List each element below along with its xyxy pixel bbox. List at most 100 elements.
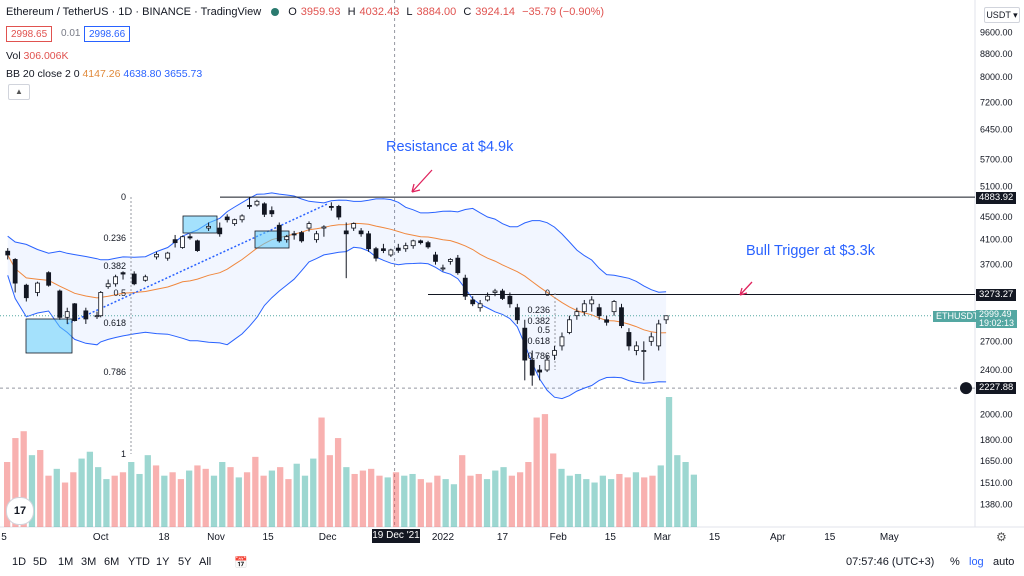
candle-body — [12, 259, 18, 284]
volume-bar — [61, 482, 69, 527]
timeframe-1m[interactable]: 1M — [58, 556, 74, 568]
auto-scale-toggle[interactable]: auto — [993, 556, 1015, 568]
timeframe-ytd[interactable]: YTD — [128, 556, 150, 568]
sell-button[interactable]: 2998.65 — [6, 26, 53, 42]
candle-body — [388, 249, 394, 256]
candle-body — [195, 240, 200, 251]
volume-bar — [384, 477, 391, 527]
candle-body — [306, 223, 312, 229]
currency-label: USDT — [986, 10, 1011, 20]
time-tick-label: 18 — [158, 532, 170, 543]
volume-bar — [53, 468, 60, 527]
candle-body — [507, 295, 513, 305]
candle-body — [581, 303, 587, 313]
bb-lower-line — [7, 246, 667, 400]
candle-body — [113, 276, 118, 285]
timeframe-3m[interactable]: 3M — [81, 556, 97, 568]
candle-body — [641, 350, 647, 352]
candle-body — [142, 276, 148, 281]
volume-bar — [550, 453, 557, 527]
volume-bar — [541, 414, 549, 527]
price-tick-label: 6450.00 — [980, 124, 1013, 134]
candle-body — [35, 282, 40, 293]
volume-bar — [70, 472, 77, 527]
volume-bar — [210, 475, 218, 527]
volume-bar — [674, 455, 681, 527]
volume-bar — [467, 475, 474, 527]
collapse-legend-icon[interactable]: ▲ — [8, 84, 30, 100]
candle-body — [522, 327, 528, 361]
timeframe-1y[interactable]: 1Y — [156, 556, 170, 568]
symbol-title[interactable]: Ethereum / TetherUS · 1D · BINANCE · Tra… — [6, 6, 262, 18]
volume-bar — [334, 438, 342, 527]
candle-body — [343, 230, 349, 235]
close-value: 3924.14 — [475, 6, 516, 18]
open-value: 3959.93 — [300, 6, 341, 18]
volume-bar — [525, 462, 532, 527]
timeframe-5d[interactable]: 5D — [33, 556, 48, 568]
volume-bar — [616, 473, 623, 527]
volume-bar — [260, 475, 267, 527]
candle-body — [485, 295, 490, 301]
bull-trigger-annotation[interactable]: Bull Trigger at $3.3k — [746, 243, 875, 259]
volume-bar — [500, 467, 507, 527]
fib-level-label: 1 — [121, 449, 126, 459]
bb-lower-value: 3655.73 — [164, 68, 203, 80]
volume-bar — [285, 479, 292, 527]
timeframe-all[interactable]: All — [199, 556, 212, 568]
candle-body — [165, 252, 171, 259]
candle-body — [604, 319, 610, 323]
fib-level-label: 0 — [545, 288, 550, 298]
price-tick-label: 1510.00 — [980, 478, 1013, 488]
price-tick-label: 7200.00 — [980, 98, 1013, 108]
time-tick-label: May — [880, 532, 899, 543]
price-tick-label: 2000.00 — [980, 409, 1013, 419]
price-tick-label: 4500.00 — [980, 212, 1013, 222]
candle-body — [492, 290, 498, 293]
fib-level-label: 0 — [121, 192, 126, 202]
candle-body — [187, 236, 193, 239]
candle-body — [440, 267, 446, 270]
candle-body — [559, 336, 565, 347]
timeframe-1d[interactable]: 1D — [12, 556, 27, 568]
percent-scale-toggle[interactable]: % — [950, 556, 960, 568]
candle-body — [567, 319, 572, 333]
fib-level-label: 0.786 — [103, 367, 126, 377]
candle-body — [299, 232, 304, 242]
resistance-arrow — [411, 169, 433, 193]
fib-level-label: 0.5 — [113, 288, 126, 298]
timeframe-5y[interactable]: 5Y — [178, 556, 192, 568]
clock-display[interactable]: 07:57:46 (UTC+3) — [846, 556, 935, 568]
date-range-icon[interactable]: 📅 — [234, 557, 248, 569]
fib-level-label: 0.382 — [103, 261, 126, 271]
candle-body — [72, 303, 78, 322]
bb-upper-line — [7, 192, 667, 293]
buy-button[interactable]: 2998.66 — [84, 26, 131, 42]
volume-bar — [607, 479, 615, 527]
close-label: C — [463, 6, 472, 18]
candle-body — [172, 239, 178, 244]
candle-body — [500, 290, 505, 299]
open-label: O — [288, 6, 297, 18]
volume-indicator-legend[interactable]: Vol 306.006K — [6, 50, 69, 62]
price-tick-label: 9600.00 — [980, 28, 1013, 38]
fib-level-label: 0.236 — [103, 233, 126, 243]
timeframe-6m[interactable]: 6M — [104, 556, 120, 568]
trigger-arrow — [739, 281, 753, 296]
log-scale-toggle[interactable]: log — [969, 556, 984, 568]
high-value: 4032.43 — [359, 6, 400, 18]
price-tick-label: 1380.00 — [980, 500, 1013, 510]
candle-body — [529, 359, 535, 376]
volume-bar — [235, 477, 242, 527]
fib-level-label: 0.618 — [103, 318, 126, 328]
bottom-toolbar: 1D 5D 1M 3M 6M YTD 1Y 5Y All 📅 07:57:46 … — [0, 550, 1024, 576]
volume-bar — [186, 470, 193, 527]
bb-indicator-legend[interactable]: BB 20 close 2 0 4147.26 4638.80 3655.73 — [6, 68, 202, 80]
tradingview-logo[interactable]: 17 — [6, 497, 34, 525]
settings-gear-icon[interactable]: ⚙ — [996, 530, 1007, 544]
resistance-annotation[interactable]: Resistance at $4.9k — [386, 139, 514, 155]
currency-dropdown[interactable]: USDT ▾ — [984, 7, 1020, 23]
bb-basis-line — [7, 222, 667, 334]
volume-bar — [665, 397, 673, 527]
